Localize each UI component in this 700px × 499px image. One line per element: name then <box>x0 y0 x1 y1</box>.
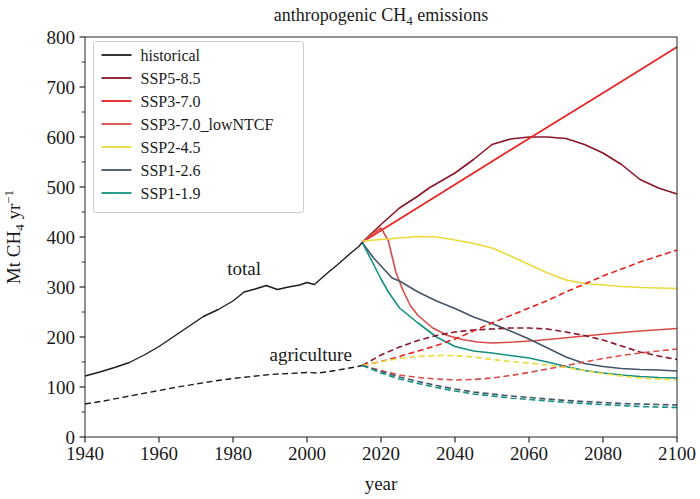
y-tick-label-100: 100 <box>47 377 76 398</box>
series-line-ssp3-7.0-total <box>363 47 678 242</box>
chart-canvas: 1940196019802000202020402060208021000100… <box>0 0 700 499</box>
y-tick-label-400: 400 <box>47 227 76 248</box>
x-tick-label-1960: 1960 <box>140 443 178 464</box>
series-line-ssp2-4.5-total <box>363 237 678 289</box>
figure: 1940196019802000202020402060208021000100… <box>0 0 700 499</box>
x-tick-label-2100: 2100 <box>658 443 696 464</box>
x-tick-label-2020: 2020 <box>362 443 400 464</box>
legend-label-SSP2-4.5: SSP2-4.5 <box>141 139 201 156</box>
y-tick-label-300: 300 <box>47 277 76 298</box>
series-line-ssp3-7.0_lowntcf-total <box>363 228 678 343</box>
y-tick-label-600: 600 <box>47 127 76 148</box>
x-tick-label-2040: 2040 <box>436 443 474 464</box>
y-tick-label-0: 0 <box>66 427 76 448</box>
x-tick-label-2080: 2080 <box>584 443 622 464</box>
y-tick-label-700: 700 <box>47 77 76 98</box>
annotation-total: total <box>227 258 261 279</box>
y-axis-label: Mt CH4 yr−1 <box>1 190 27 284</box>
x-tick-label-2000: 2000 <box>288 443 326 464</box>
series-line-ssp5-8.5-total <box>363 137 678 242</box>
y-tick-label-500: 500 <box>47 177 76 198</box>
y-tick-label-800: 800 <box>47 27 76 48</box>
legend-label-SSP3-7.0_lowNTCF: SSP3-7.0_lowNTCF <box>141 116 274 133</box>
chart-title: anthropogenic CH4 emissions <box>274 5 488 28</box>
plot-annotations: total agriculture <box>227 258 352 365</box>
series-line-ssp1-2.6-total <box>363 243 678 371</box>
legend-label-SSP5-8.5: SSP5-8.5 <box>141 70 201 87</box>
legend-label-SSP1-2.6: SSP1-2.6 <box>141 162 201 179</box>
series-line-ssp1-1.9-agriculture <box>363 366 678 408</box>
y-tick-label-200: 200 <box>47 327 76 348</box>
series-line-ssp1-2.6-agriculture <box>363 366 678 406</box>
x-tick-label-1980: 1980 <box>214 443 252 464</box>
annotation-agriculture: agriculture <box>270 344 352 365</box>
legend: historical SSP5-8.5 SSP3-7.0 SSP3-7.0_lowNT… <box>94 42 304 213</box>
series-line-ssp5-8.5-agriculture <box>363 328 678 366</box>
legend-label-SSP3-7.0: SSP3-7.0 <box>141 93 201 110</box>
legend-label-SSP1-1.9: SSP1-1.9 <box>141 185 201 202</box>
legend-label-historical: historical <box>141 47 201 64</box>
x-axis-label: year <box>365 473 398 494</box>
series-line-historical-agriculture <box>85 366 363 405</box>
x-tick-label-2060: 2060 <box>510 443 548 464</box>
